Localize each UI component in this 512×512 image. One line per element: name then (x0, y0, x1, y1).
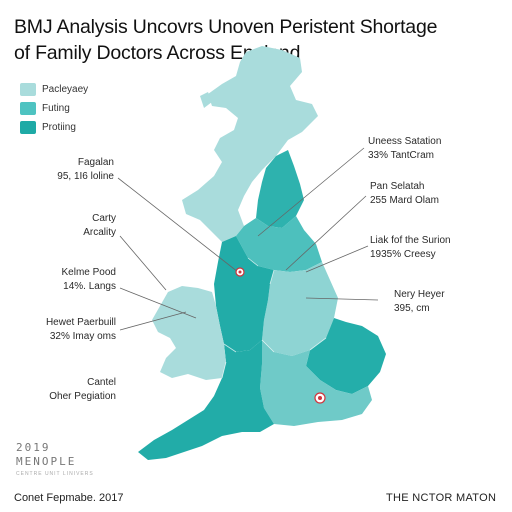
region-boundaries (221, 257, 327, 379)
region-north-east (256, 150, 304, 228)
label-cantel: Cantel Oher Pegiation (20, 376, 116, 404)
legend: Pacleyaey Futing Protiing (20, 80, 88, 137)
leader-liak (305, 245, 369, 273)
label-fagalan-name: Fagalan (77, 157, 114, 168)
map-title: BMJ Analysis Uncovrs Unoven Peristent Sh… (14, 14, 454, 66)
label-liak-value: 1935% Creesy (370, 249, 436, 260)
footer-org: MENOPLE (16, 455, 77, 468)
label-fagalan: Fagalan 95, 1I6 loline (40, 156, 114, 184)
label-nery: Nery Heyer 395, cm (394, 288, 445, 316)
label-cantel-name: Cantel (87, 377, 116, 388)
region-scotland (182, 46, 318, 242)
label-kelme: Kelme Pood 14%. Langs (20, 266, 116, 294)
label-carty-value: Arcality (83, 227, 116, 238)
label-liak-name: Liak fof the Surion (370, 235, 451, 246)
legend-label-2: Futing (42, 103, 70, 114)
city-marker-london (314, 392, 326, 404)
label-cantel-value: Oher Pegiation (49, 391, 116, 402)
legend-swatch-3 (20, 121, 36, 134)
legend-swatch-2 (20, 102, 36, 115)
leader-fagalan (117, 177, 239, 273)
region-wales (152, 286, 226, 380)
leader-uneess (257, 147, 365, 237)
footer-brand: 2019 MENOPLE (16, 441, 76, 469)
footer-source: Conet Fepmabe. 2017 (14, 492, 124, 504)
label-kelme-name: Kelme Pood (61, 267, 116, 278)
leader-pan (285, 195, 367, 271)
city-marker-north (235, 267, 245, 277)
region-east (306, 318, 386, 394)
label-pan: Pan Selatah 255 Mard Olam (370, 180, 439, 208)
label-nery-name: Nery Heyer (394, 289, 445, 300)
label-carty-name: Carty (92, 213, 116, 224)
footer-year: 2019 (16, 441, 51, 454)
legend-item-2: Futing (20, 99, 88, 118)
leader-hewet (119, 311, 187, 331)
label-liak: Liak fof the Surion 1935% Creesy (370, 234, 451, 262)
label-pan-name: Pan Selatah (370, 181, 425, 192)
label-uneess-name: Uneess Satation (368, 136, 442, 147)
footer-credit: THE NCTOR MATON (386, 492, 497, 504)
legend-swatch-1 (20, 83, 36, 96)
legend-label-1: Pacleyaey (42, 84, 89, 95)
footer-subtext: CENTRE UNIT LINIVERS (16, 471, 94, 477)
label-hewet-value: 32% Imay oms (49, 331, 116, 342)
region-south-west (138, 340, 274, 460)
title-line-1: BMJ Analysis Uncovrs Unoven Peristent Sh… (14, 16, 438, 38)
legend-label-3: Protiing (42, 122, 76, 133)
label-kelme-value: 14%. Langs (63, 281, 116, 292)
legend-item-3: Protiing (20, 118, 88, 137)
region-scottish-island (200, 92, 212, 108)
legend-item-1: Pacleyaey (20, 80, 88, 99)
label-hewet-name: Hewet Paerbuill (45, 317, 116, 328)
label-pan-value: 255 Mard Olam (370, 195, 439, 206)
label-carty: Carty Arcality (40, 212, 116, 240)
label-uneess-value: 33% TantCram (368, 150, 434, 161)
label-uneess: Uneess Satation 33% TantCram (368, 135, 441, 163)
leader-nery (305, 297, 379, 301)
label-fagalan-value: 95, 1I6 loline (57, 171, 114, 182)
leader-lines (117, 147, 379, 331)
label-hewet: Hewet Paerbuill 32% Imay oms (20, 316, 116, 344)
region-east-midlands (262, 262, 338, 356)
label-nery-value: 395, cm (394, 303, 430, 314)
region-south-east (260, 340, 372, 426)
leader-carty (119, 235, 167, 291)
region-north (236, 216, 322, 272)
title-line-2: of Family Doctors Across England (14, 42, 301, 64)
